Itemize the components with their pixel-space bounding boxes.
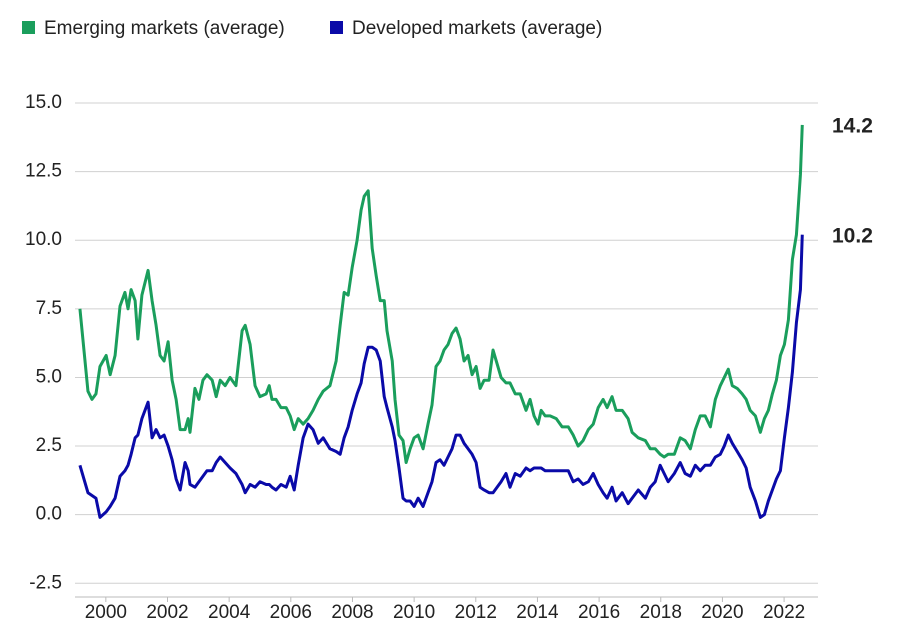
- x-tick-label: 2000: [85, 602, 127, 623]
- y-tick-label: 0.0: [36, 504, 62, 525]
- x-tick-label: 2018: [640, 602, 682, 623]
- series-line: [78, 124, 804, 465]
- x-tick-label: 2020: [701, 602, 743, 623]
- x-tick-label: 2008: [331, 602, 373, 623]
- legend-swatch: [22, 21, 35, 34]
- end-label: 14.2: [832, 115, 873, 138]
- x-tick-label: 2002: [146, 602, 188, 623]
- end-label: 10.2: [832, 224, 873, 247]
- x-tick-label: 2006: [270, 602, 312, 623]
- x-tick-label: 2016: [578, 602, 620, 623]
- legend-label: Emerging markets (average): [44, 18, 285, 39]
- x-tick-label: 2010: [393, 602, 435, 623]
- y-tick-label: 2.5: [36, 435, 62, 456]
- x-tick-label: 2022: [763, 602, 805, 623]
- y-tick-label: 5.0: [36, 366, 62, 387]
- x-tick-label: 2004: [208, 602, 251, 623]
- x-tick-label: 2012: [455, 602, 497, 623]
- y-tick-label: -2.5: [29, 572, 62, 593]
- y-tick-label: 15.0: [25, 92, 62, 113]
- legend-label: Developed markets (average): [352, 18, 602, 39]
- x-tick-label: 2014: [516, 602, 559, 623]
- series-line: [78, 234, 804, 519]
- y-tick-label: 12.5: [25, 161, 62, 182]
- legend-swatch: [330, 21, 343, 34]
- y-tick-label: 10.0: [25, 229, 62, 250]
- y-tick-label: 7.5: [36, 298, 62, 319]
